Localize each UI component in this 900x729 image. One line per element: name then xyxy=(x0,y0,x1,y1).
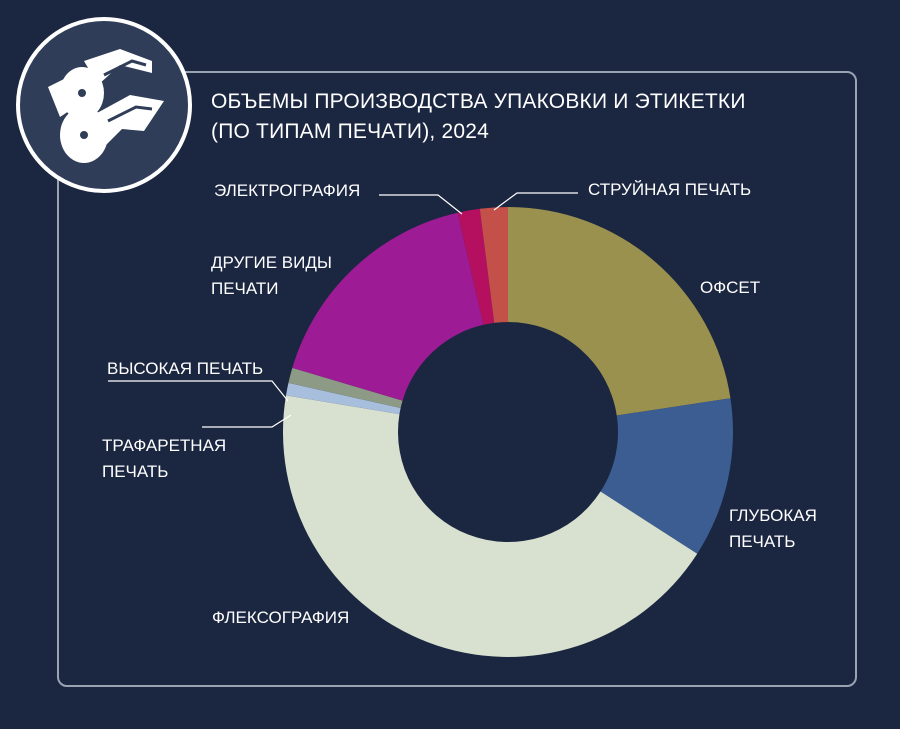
slice-5 xyxy=(288,367,403,409)
chart-frame xyxy=(57,71,857,687)
slice-label-6: ДРУГИЕ ВИДЫ ПЕЧАТИ xyxy=(211,253,332,298)
slice-label-1: ОФСЕТ xyxy=(700,278,760,297)
slice-label-3: ФЛЕКСОГРАФИЯ xyxy=(212,608,349,627)
paper-rolls-icon xyxy=(48,49,164,163)
title-line-1: ОБЪЕМЫ ПРОИЗВОДСТВА УПАКОВКИ И ЭТИКЕТКИ xyxy=(211,90,746,113)
slice-7 xyxy=(457,208,495,325)
slice-label-5: ВЫСОКАЯ ПЕЧАТЬ xyxy=(107,359,263,378)
leader-line-4 xyxy=(202,414,292,428)
title-line-2: (ПО ТИПАМ ПЕЧАТИ), 2024 xyxy=(211,120,489,143)
slice-4 xyxy=(285,382,401,415)
logo-badge xyxy=(16,17,192,193)
slice-label-8: СТРУЙНАЯ ПЕЧАТЬ xyxy=(588,180,751,199)
slice-1 xyxy=(508,207,731,416)
slice-label-7: ЭЛЕКТРОГРАФИЯ xyxy=(214,181,360,200)
leader-line-7 xyxy=(379,194,463,215)
slice-8 xyxy=(479,207,508,323)
slice-label-4: ТРАФАРЕТНАЯ ПЕЧАТЬ xyxy=(102,436,226,481)
leader-line-5 xyxy=(108,380,289,402)
leader-line-8 xyxy=(493,192,578,211)
slice-6 xyxy=(292,212,484,401)
slice-2 xyxy=(600,398,734,554)
slice-label-2: ГЛУБОКАЯ ПЕЧАТЬ xyxy=(729,506,817,551)
slice-3 xyxy=(283,395,698,657)
chart-title: ОБЪЕМЫ ПРОИЗВОДСТВА УПАКОВКИ И ЭТИКЕТКИ … xyxy=(211,87,811,147)
